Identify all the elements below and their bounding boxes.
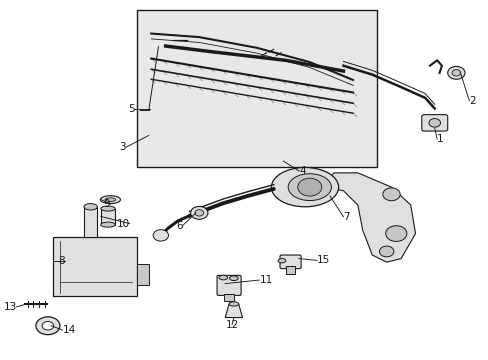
Bar — [285, 266, 295, 274]
Ellipse shape — [101, 222, 115, 227]
Text: 9: 9 — [103, 199, 110, 209]
Text: 10: 10 — [116, 219, 129, 229]
Ellipse shape — [100, 196, 120, 203]
Ellipse shape — [278, 258, 285, 263]
Bar — [224, 294, 233, 301]
Ellipse shape — [271, 167, 338, 207]
Ellipse shape — [105, 198, 116, 202]
FancyBboxPatch shape — [421, 114, 447, 131]
Ellipse shape — [229, 276, 238, 280]
Ellipse shape — [219, 275, 227, 280]
Text: 7: 7 — [343, 212, 349, 222]
Circle shape — [190, 206, 207, 219]
Ellipse shape — [84, 203, 97, 210]
Bar — [53, 237, 137, 296]
Circle shape — [385, 226, 406, 242]
Circle shape — [153, 230, 168, 241]
Circle shape — [195, 210, 203, 216]
Circle shape — [428, 118, 440, 127]
Circle shape — [447, 66, 464, 79]
Text: 5: 5 — [127, 104, 134, 114]
Text: 13: 13 — [3, 302, 17, 312]
Text: 12: 12 — [225, 320, 238, 330]
Polygon shape — [324, 173, 415, 262]
Text: 8: 8 — [58, 256, 64, 266]
Text: 11: 11 — [259, 275, 272, 285]
Bar — [137, 10, 376, 167]
Circle shape — [42, 321, 54, 330]
Text: 15: 15 — [316, 255, 329, 265]
FancyBboxPatch shape — [280, 255, 301, 269]
Ellipse shape — [101, 206, 115, 211]
Text: 14: 14 — [62, 325, 76, 335]
Circle shape — [379, 246, 393, 257]
Text: 3: 3 — [120, 142, 126, 152]
Text: 4: 4 — [299, 166, 305, 176]
Circle shape — [36, 317, 60, 335]
Ellipse shape — [287, 174, 331, 201]
Text: 1: 1 — [436, 134, 443, 144]
Bar — [84, 207, 97, 237]
Bar — [101, 208, 115, 225]
Ellipse shape — [228, 302, 238, 306]
FancyBboxPatch shape — [217, 275, 241, 296]
Polygon shape — [225, 304, 242, 318]
Circle shape — [382, 188, 399, 201]
Circle shape — [451, 69, 460, 76]
Text: 6: 6 — [176, 221, 182, 231]
Circle shape — [297, 178, 321, 196]
Bar — [137, 264, 148, 285]
Text: 2: 2 — [468, 96, 475, 106]
